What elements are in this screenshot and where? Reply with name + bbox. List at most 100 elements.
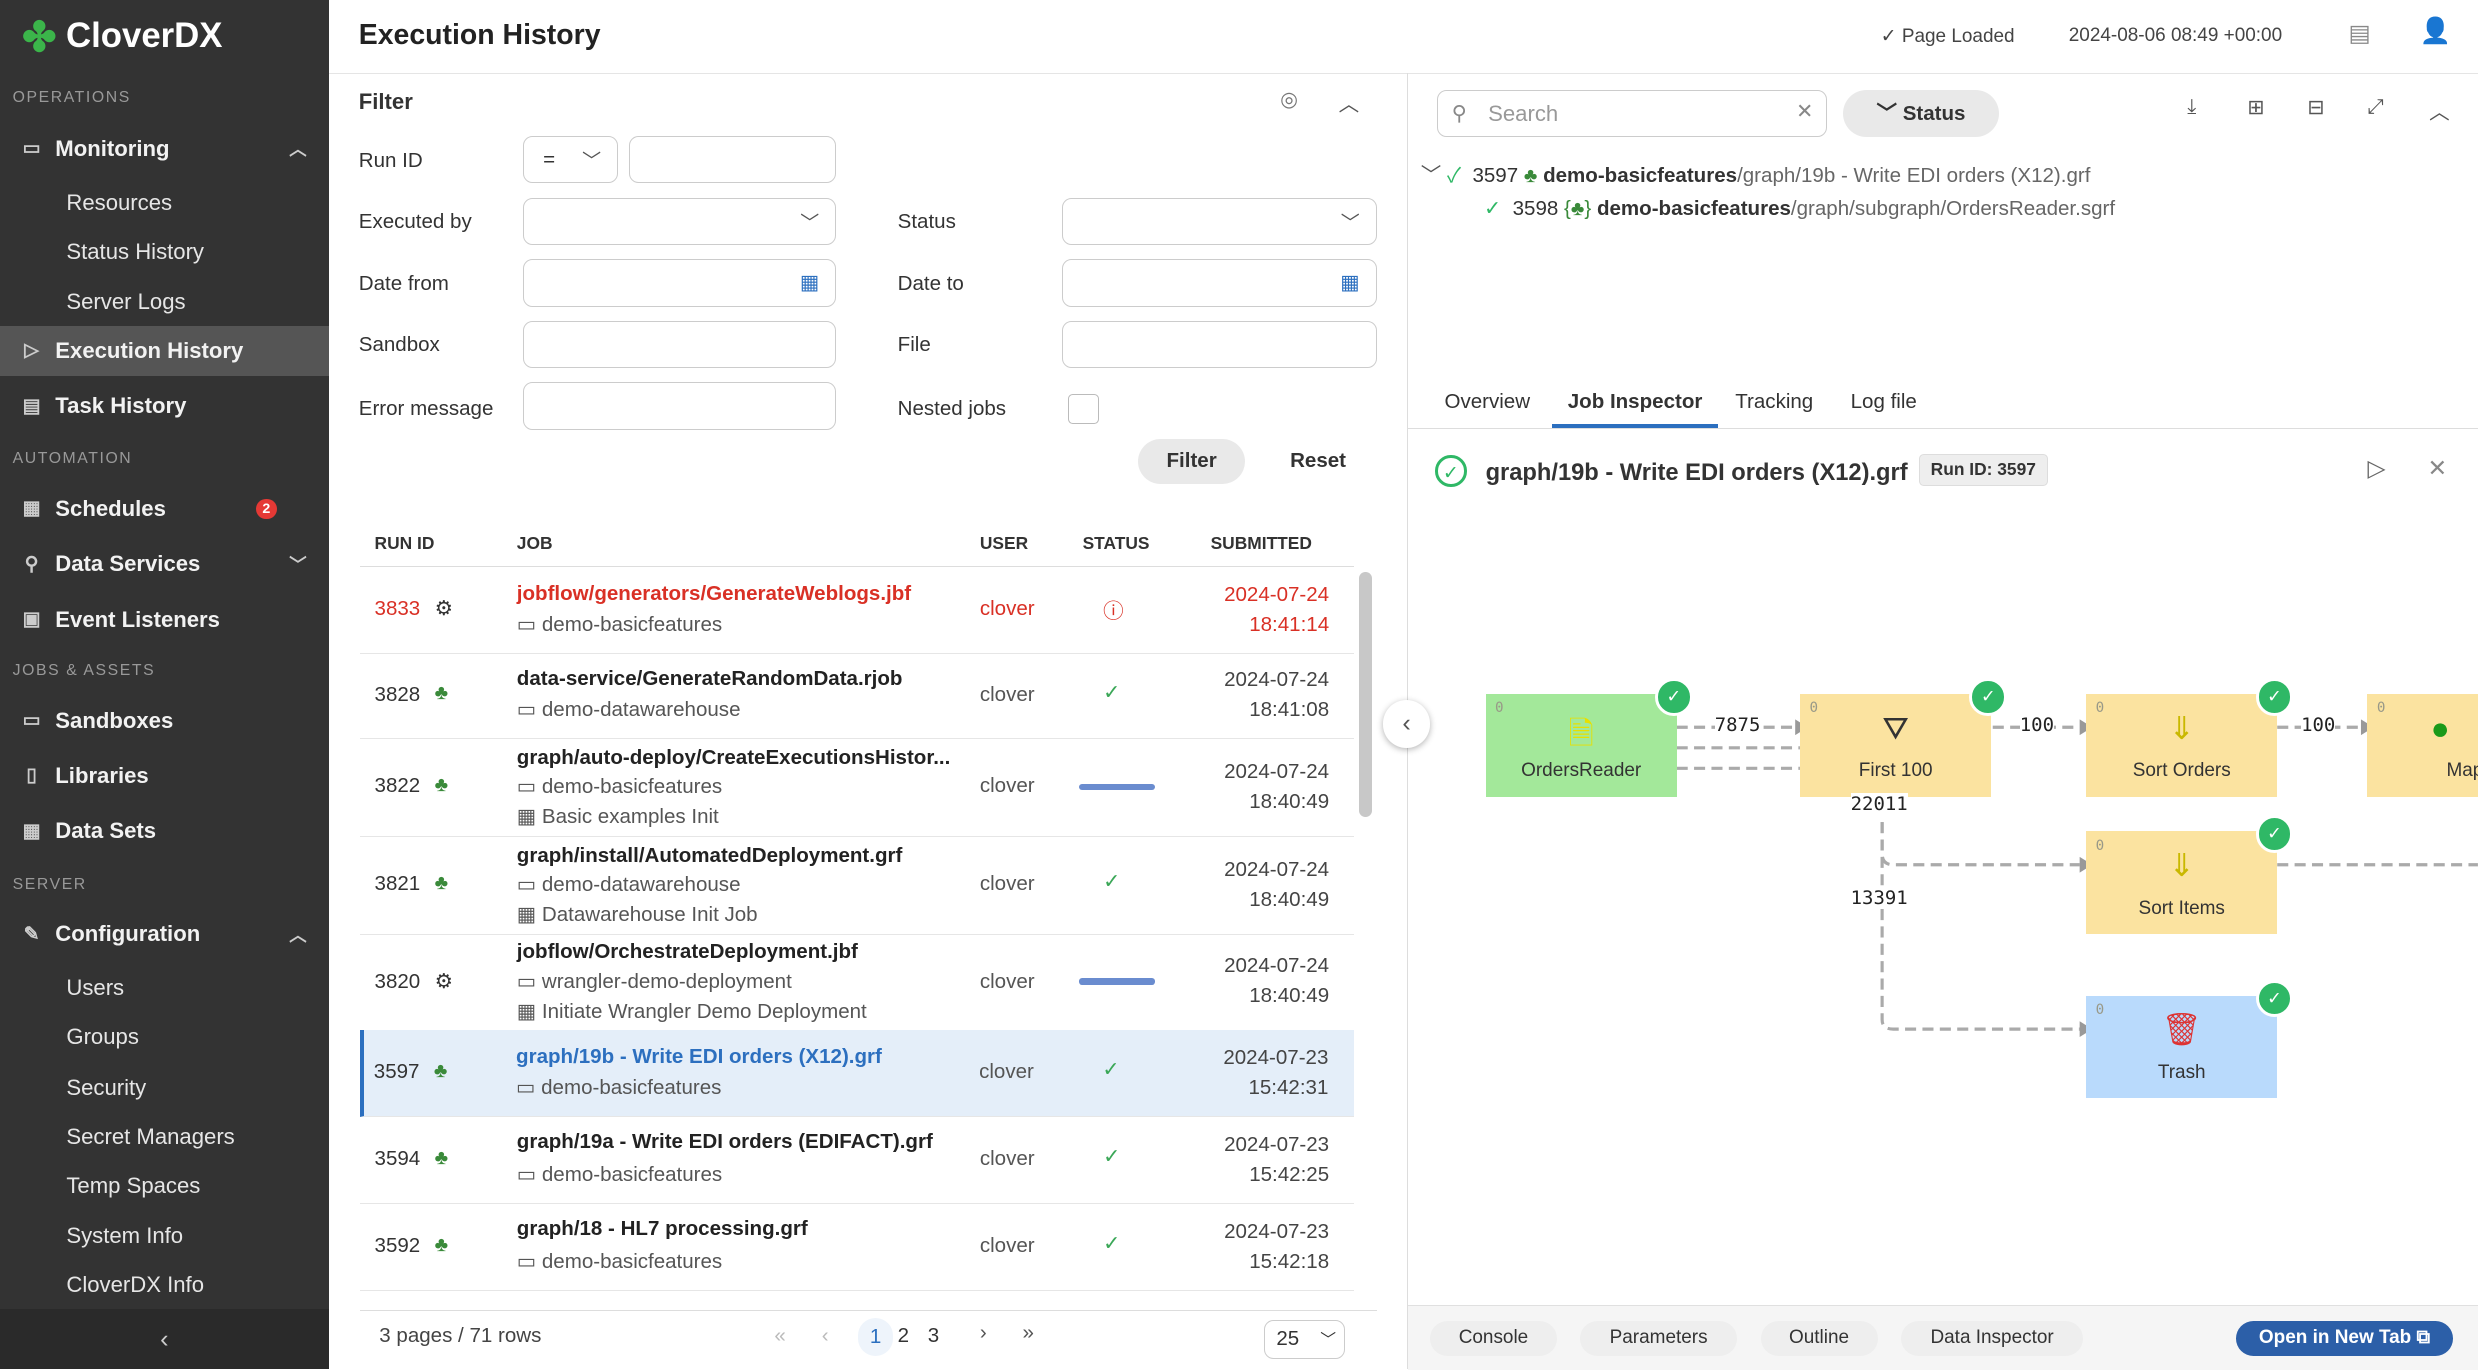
tab-outline[interactable]: Outline	[1760, 1321, 1878, 1356]
collapse-sidebar-button[interactable]: ‹	[0, 1308, 329, 1369]
job-link[interactable]: jobflow/OrchestrateDeployment.jbf	[516, 940, 858, 964]
sidebar-item-users[interactable]: Users	[66, 975, 125, 1001]
calendar-icon[interactable]: ▦	[799, 270, 820, 294]
run-id-operator-select[interactable]: = ﹀	[523, 135, 618, 184]
table-scrollbar[interactable]	[1359, 572, 1372, 818]
run-icon[interactable]: ▷	[2367, 455, 2386, 482]
logo[interactable]: ✤ CloverDX	[22, 13, 223, 60]
expand-all-icon[interactable]: ⊞	[2247, 95, 2265, 119]
clear-icon[interactable]: ✕	[1796, 99, 1814, 123]
date-from-input[interactable]: ▦	[523, 259, 837, 307]
table-row[interactable]: 3822 ♣ graph/auto-deploy/CreateExecutions…	[360, 738, 1355, 838]
sidebar-item-groups[interactable]: Groups	[66, 1024, 139, 1050]
sidebar-item-resources[interactable]: Resources	[66, 189, 173, 215]
sidebar-item-data-sets[interactable]: ▦ Data Sets	[0, 806, 329, 857]
sidebar-item-system-info[interactable]: System Info	[66, 1223, 184, 1249]
job-link[interactable]: data-service/GenerateRandomData.rjob	[516, 666, 903, 690]
sidebar-item-libraries[interactable]: ▯ Libraries	[0, 751, 329, 802]
tab-overview[interactable]: Overview	[1444, 390, 1531, 414]
node-first-100[interactable]: 0 ⛛ First 100 ✓	[1800, 677, 2008, 797]
sidebar-item-status-history[interactable]: Status History	[66, 238, 204, 264]
page-2-button[interactable]: 2	[897, 1324, 910, 1348]
tab-tracking[interactable]: Tracking	[1735, 390, 1814, 414]
tree-item[interactable]: ﹀ ✓ 3597 ♣ demo-basicfeatures/graph/19b …	[1420, 164, 2091, 188]
table-row[interactable]: 3833 ⚙ jobflow/generators/GenerateWeblogs…	[360, 567, 1355, 654]
reset-button[interactable]: Reset	[1290, 449, 1346, 473]
job-link[interactable]: jobflow/generators/GenerateWeblogs.jbf	[516, 581, 912, 605]
user-icon[interactable]: 👤	[2419, 17, 2452, 46]
notes-icon[interactable]: ▤	[2348, 20, 2371, 47]
first-page-button[interactable]: «	[774, 1324, 786, 1348]
job-link[interactable]: graph/18 - HL7 processing.grf	[516, 1216, 808, 1240]
sidebar-item-sandboxes[interactable]: ▭ Sandboxes	[0, 695, 329, 746]
sidebar-item-configuration[interactable]: ✎ Configuration ︿	[0, 909, 329, 960]
tab-job-inspector[interactable]: Job Inspector	[1551, 390, 1719, 428]
status-filter-button[interactable]: ﹀ Status	[1842, 90, 2000, 138]
close-icon[interactable]: ✕	[2427, 455, 2448, 482]
column-run-id[interactable]: RUN ID	[374, 532, 435, 553]
sidebar-item-task-history[interactable]: ▤ Task History	[0, 381, 329, 432]
column-status[interactable]: STATUS	[1082, 532, 1150, 553]
job-link[interactable]: graph/install/AutomatedDeployment.grf	[516, 843, 903, 867]
collapse-all-icon[interactable]: ⊟	[2307, 95, 2325, 119]
error-message-input[interactable]	[523, 382, 837, 430]
calendar-icon[interactable]: ▦	[1340, 270, 1360, 294]
sidebar-item-monitoring[interactable]: ▭ Monitoring ︿	[0, 123, 329, 174]
prev-page-button[interactable]: ‹	[821, 1324, 829, 1348]
filter-settings-icon[interactable]: ◎	[1280, 87, 1299, 111]
table-row[interactable]: 3828 ♣ data-service/GenerateRandomData.rj…	[360, 653, 1355, 740]
table-row[interactable]: 3592 ♣ graph/18 - HL7 processing.grf ▭ de…	[360, 1203, 1355, 1291]
sandbox-input[interactable]	[523, 320, 837, 369]
tab-console[interactable]: Console	[1430, 1321, 1557, 1356]
node-map[interactable]: 0●Map	[2367, 693, 2478, 797]
search-input[interactable]: ⚲ Search ✕	[1436, 90, 1827, 138]
node-sort-orders[interactable]: 0 ⇓ Sort Orders ✓	[2086, 677, 2294, 797]
date-to-input[interactable]: ▦	[1062, 259, 1377, 307]
column-job[interactable]: JOB	[516, 532, 553, 553]
sidebar-item-security[interactable]: Security	[66, 1074, 147, 1100]
sidebar-item-execution-history[interactable]: ▷ Execution History	[0, 325, 329, 377]
job-link[interactable]: graph/auto-deploy/CreateExecutionsHistor…	[516, 745, 951, 769]
status-select[interactable]: ﹀	[1062, 197, 1377, 245]
sidebar-item-cloverdx-info[interactable]: CloverDX Info	[66, 1272, 204, 1298]
tree-item[interactable]: ✓ 3598 {♣} demo-basicfeatures/graph/subg…	[1483, 196, 2116, 220]
node-trash[interactable]: 0 🗑 Trash ✓	[2086, 979, 2294, 1099]
sidebar-item-event-listeners[interactable]: ▣ Event Listeners	[0, 594, 329, 645]
sidebar-item-secret-managers[interactable]: Secret Managers	[66, 1123, 235, 1149]
collapse-filter-icon[interactable]: ︿	[1338, 92, 1360, 116]
table-row[interactable]: 3594 ♣ graph/19a - Write EDI orders (EDIF…	[360, 1116, 1355, 1204]
sidebar-item-data-services[interactable]: ⚲ Data Services ﹀	[0, 539, 329, 590]
download-icon[interactable]: ⤓	[2187, 94, 2197, 118]
clipboard-icon: ▤	[22, 395, 41, 417]
table-row[interactable]: 3820 ⚙ jobflow/OrchestrateDeployment.jbf …	[360, 934, 1355, 1032]
sidebar-item-temp-spaces[interactable]: Temp Spaces	[66, 1172, 201, 1198]
open-new-tab-button[interactable]: Open in New Tab ⧉	[2236, 1321, 2453, 1356]
collapse-panel-button[interactable]: ‹	[1382, 700, 1431, 748]
executed-by-select[interactable]: ﹀	[523, 197, 837, 245]
nested-jobs-checkbox[interactable]	[1068, 393, 1099, 424]
table-row-selected[interactable]: 3597 ♣ graph/19b - Write EDI orders (X12)…	[360, 1030, 1354, 1117]
page-1-button[interactable]: 1	[858, 1318, 893, 1356]
column-user[interactable]: USER	[979, 532, 1029, 553]
column-submitted[interactable]: SUBMITTED	[1210, 532, 1312, 553]
node-sort-items[interactable]: 0 ⇓ Sort Items ✓	[2086, 815, 2294, 934]
job-link[interactable]: graph/19a - Write EDI orders (EDIFACT).g…	[516, 1129, 933, 1153]
tab-data-inspector[interactable]: Data Inspector	[1901, 1321, 2083, 1356]
graph-edges	[1676, 719, 2478, 1037]
page-size-select[interactable]: 25 ﹀	[1264, 1319, 1345, 1360]
run-id-input[interactable]	[628, 135, 837, 184]
filter-button[interactable]: Filter	[1137, 439, 1246, 484]
collapse-icon[interactable]: ︿	[2429, 100, 2450, 124]
page-3-button[interactable]: 3	[927, 1324, 940, 1348]
next-page-button[interactable]: ›	[979, 1321, 987, 1345]
sidebar-item-schedules[interactable]: ▦ Schedules 2	[0, 484, 329, 535]
file-input[interactable]	[1062, 320, 1377, 369]
node-orders-reader[interactable]: 0 🗎 OrdersReader ✓	[1485, 677, 1693, 797]
last-page-button[interactable]: »	[1022, 1321, 1034, 1345]
tab-log-file[interactable]: Log file	[1850, 390, 1917, 414]
table-row[interactable]: 3821 ♣ graph/install/AutomatedDeployment.…	[360, 836, 1355, 936]
fullscreen-icon[interactable]: ⤢	[2367, 94, 2384, 118]
sidebar-item-server-logs[interactable]: Server Logs	[66, 289, 186, 315]
job-link[interactable]: graph/19b - Write EDI orders (X12).grf	[516, 1044, 882, 1068]
tab-parameters[interactable]: Parameters	[1580, 1321, 1737, 1356]
